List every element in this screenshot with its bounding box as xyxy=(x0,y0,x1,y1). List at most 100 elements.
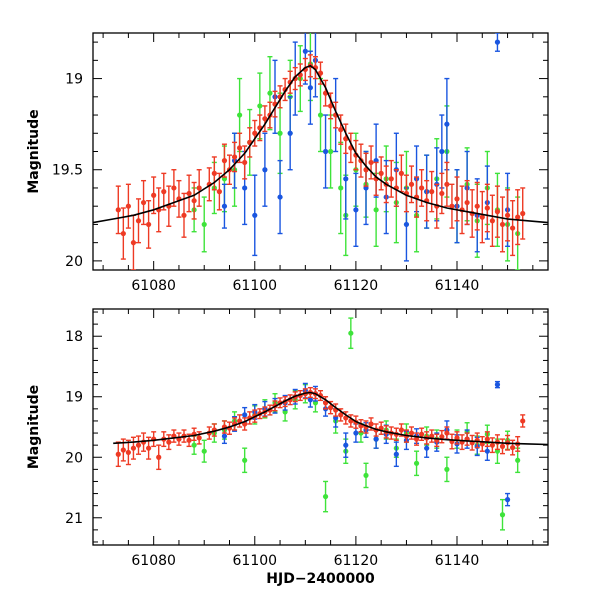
data-point-red xyxy=(368,159,374,166)
data-point-red xyxy=(151,192,157,198)
data-point-blue xyxy=(322,148,329,155)
data-point-blue xyxy=(494,39,501,45)
data-point-blue xyxy=(302,48,308,54)
data-point-red xyxy=(211,170,217,176)
data-point-red xyxy=(419,185,425,191)
top-ytick-label: 19.5 xyxy=(52,163,83,179)
top-ytick-label: 20 xyxy=(65,254,83,270)
data-point-blue xyxy=(494,382,501,388)
data-point-red xyxy=(120,447,126,453)
data-point-red xyxy=(338,412,344,418)
bottom-model-curve xyxy=(113,391,548,446)
bottom-plot-frame xyxy=(92,308,549,546)
data-point-blue xyxy=(373,436,379,442)
data-point-red xyxy=(191,198,197,204)
top-model-curve xyxy=(93,64,548,224)
data-point-green xyxy=(499,512,506,518)
data-point-red xyxy=(439,190,445,197)
data-point-red xyxy=(429,433,435,439)
data-point-red xyxy=(520,210,526,217)
data-point-red xyxy=(221,158,228,164)
data-point-red xyxy=(510,225,516,231)
data-point-red xyxy=(196,185,202,191)
data-point-red xyxy=(484,436,490,442)
data-point-red xyxy=(181,212,187,218)
data-point-red xyxy=(328,405,334,411)
data-point-red xyxy=(444,181,450,187)
data-point-red xyxy=(252,130,258,136)
data-point-red xyxy=(494,209,501,215)
data-point-blue xyxy=(221,203,228,209)
data-point-red xyxy=(499,443,506,449)
data-point-blue xyxy=(287,130,293,136)
data-point-green xyxy=(267,90,273,96)
data-point-green xyxy=(201,448,207,454)
bottom-xtick-label: 61140 xyxy=(435,553,480,569)
data-point-green xyxy=(257,103,263,109)
data-point-red xyxy=(156,454,162,460)
data-point-green xyxy=(373,207,379,213)
data-point-red xyxy=(237,145,243,151)
data-point-blue xyxy=(353,207,359,213)
data-point-red xyxy=(328,103,334,109)
data-point-green xyxy=(237,112,243,118)
data-point-red xyxy=(398,170,404,176)
bottom-panel: 61080 61100 61120 61140 18 19 20 21 Magnitude HJD… xyxy=(26,308,549,587)
data-point-red xyxy=(449,203,455,209)
data-point-red xyxy=(439,434,445,440)
data-point-green xyxy=(322,493,329,500)
data-point-red xyxy=(388,176,394,182)
data-point-red xyxy=(120,230,126,237)
data-point-blue xyxy=(277,194,283,200)
data-point-red xyxy=(338,127,344,133)
data-point-red xyxy=(520,418,526,424)
bottom-xtick-label: 61080 xyxy=(131,553,176,569)
data-point-red xyxy=(408,181,415,187)
data-point-green xyxy=(191,442,197,448)
data-point-red xyxy=(231,154,238,160)
data-point-red xyxy=(262,116,268,122)
data-point-red xyxy=(515,214,521,220)
data-point-blue xyxy=(424,445,430,451)
data-point-red xyxy=(444,430,450,436)
data-point-red xyxy=(474,203,480,209)
bottom-data-layer xyxy=(113,317,548,531)
data-point-blue xyxy=(307,397,313,403)
data-point-red xyxy=(454,435,460,441)
bottom-ytick-label: 18 xyxy=(65,329,83,345)
data-point-green xyxy=(444,466,450,472)
data-point-blue xyxy=(393,451,399,457)
data-point-red xyxy=(378,170,384,176)
data-point-green xyxy=(413,460,420,466)
top-xtick-label: 61120 xyxy=(334,278,379,294)
top-xtick-label: 61100 xyxy=(233,278,278,294)
top-xtick-label: 61080 xyxy=(131,278,176,294)
data-point-blue xyxy=(221,433,228,439)
bottom-ytick-label: 20 xyxy=(65,450,83,466)
data-point-green xyxy=(363,472,369,479)
top-series-red xyxy=(115,54,526,270)
data-point-green xyxy=(328,148,334,155)
data-point-blue xyxy=(439,148,445,155)
data-point-red xyxy=(484,205,490,211)
data-point-red xyxy=(419,431,425,437)
data-point-blue xyxy=(484,448,490,454)
data-point-green xyxy=(242,457,248,463)
data-point-blue xyxy=(403,221,410,228)
data-point-red xyxy=(115,451,121,457)
data-point-blue xyxy=(307,85,313,91)
top-panel: 61080 61100 61120 61140 19 19.5 20 Magnitude xyxy=(26,32,549,294)
data-point-red xyxy=(479,214,485,220)
data-point-red xyxy=(171,185,177,191)
data-point-red xyxy=(130,445,137,451)
data-point-red xyxy=(186,437,192,443)
data-point-red xyxy=(408,430,415,436)
data-point-red xyxy=(216,189,222,195)
data-point-red xyxy=(166,439,172,445)
data-point-green xyxy=(201,221,207,228)
bottom-ytick-label: 19 xyxy=(65,390,83,406)
bottom-series-red xyxy=(115,386,526,471)
data-point-red xyxy=(161,189,167,195)
data-point-blue xyxy=(504,497,511,503)
